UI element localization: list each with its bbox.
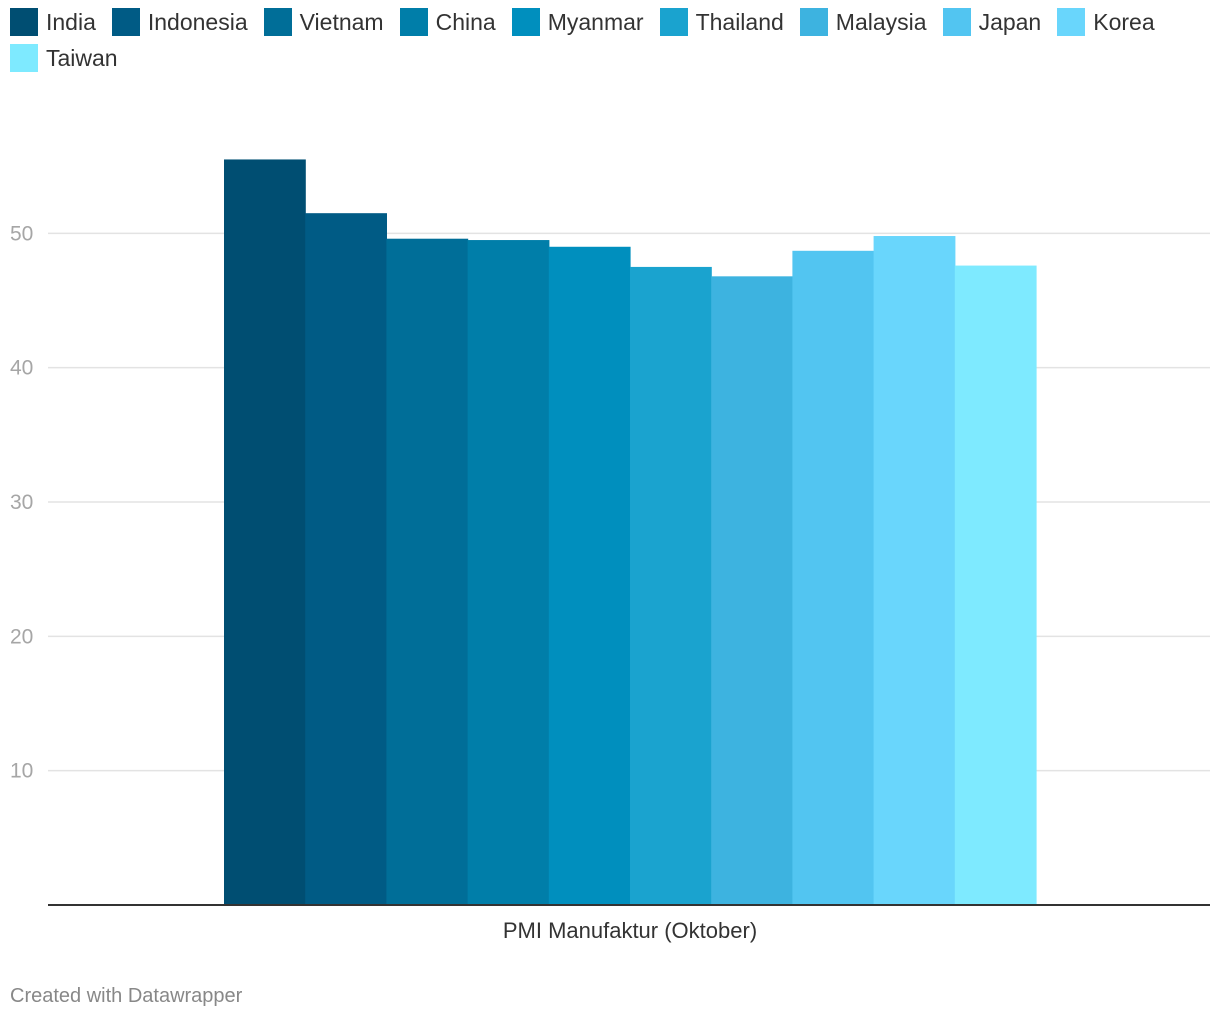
legend-swatch [10, 44, 38, 72]
legend-swatch [111, 8, 140, 36]
bar-myanmar [548, 246, 631, 905]
y-tick-label: 50 [10, 222, 33, 245]
bar-vietnam [386, 238, 469, 905]
legend-swatch [10, 8, 38, 36]
bar-china [467, 240, 550, 906]
legend-item-korea: Korea [1057, 8, 1155, 36]
y-tick-label: 40 [10, 357, 33, 380]
legend-item-thailand: Thailand [659, 8, 784, 36]
legend-label: Japan [978, 8, 1042, 35]
legend-label: Myanmar [547, 8, 644, 35]
legend-swatch [1057, 8, 1086, 36]
y-axis-tick-labels: 10 20 30 40 50 [10, 222, 33, 782]
legend-item-china: China [399, 8, 496, 36]
legend-item-indonesia: Indonesia [111, 8, 248, 36]
bar-malaysia [711, 276, 793, 905]
legend-swatch [942, 8, 971, 36]
legend-label: India [46, 8, 96, 35]
legend-label: Korea [1093, 8, 1155, 35]
legend-label: Vietnam [299, 8, 384, 35]
legend-label: Thailand [695, 8, 784, 35]
y-tick-label: 20 [10, 625, 33, 648]
bar-taiwan [954, 265, 1037, 905]
y-tick-label: 10 [10, 760, 33, 783]
bar-indonesia [305, 213, 387, 905]
bar-korea [873, 236, 956, 905]
y-tick-label: 30 [10, 491, 33, 514]
legend-item-japan: Japan [942, 8, 1042, 36]
x-axis-category-labels: PMI Manufaktur (Oktober) [503, 918, 757, 943]
legend-item-myanmar: Myanmar [511, 8, 644, 36]
legend-label: China [435, 8, 496, 35]
bar-japan [792, 250, 875, 906]
legend-swatch [659, 8, 688, 36]
legend-swatch [511, 8, 540, 36]
footer-credit: Created with Datawrapper [10, 985, 243, 1007]
legend-item-malaysia: Malaysia [799, 8, 927, 36]
legend-item-vietnam: Vietnam [263, 8, 384, 36]
legend-label: Malaysia [835, 8, 927, 35]
bar-india [224, 159, 306, 905]
legend-label: Indonesia [147, 8, 248, 35]
legend-swatch [399, 8, 428, 36]
bars [224, 159, 1037, 906]
legend-item-taiwan: Taiwan [10, 44, 118, 72]
legend-swatch [799, 8, 828, 36]
legend-swatch [263, 8, 292, 36]
legend-item-india: India [10, 8, 96, 36]
legend-label: Taiwan [46, 44, 118, 71]
legend: India Indonesia Vietnam China Myanmar Thailan… [10, 8, 1210, 72]
bar-thailand [630, 266, 712, 906]
